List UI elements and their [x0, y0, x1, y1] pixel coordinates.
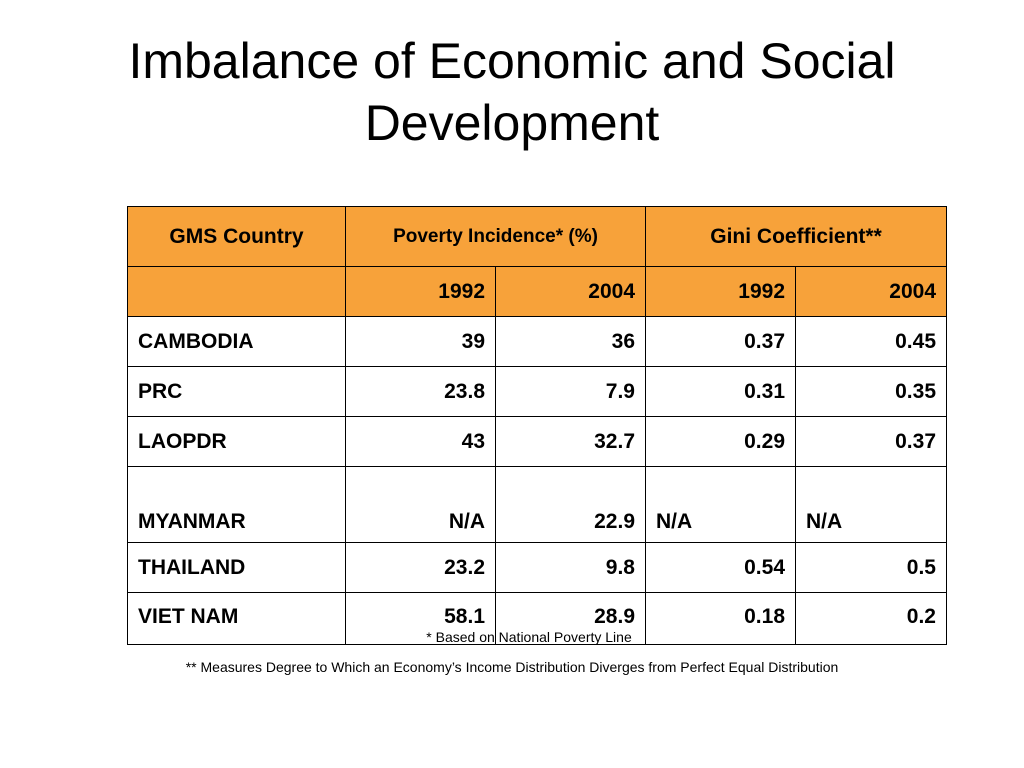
- table-row: CAMBODIA 39 36 0.37 0.45: [127, 316, 947, 367]
- cell-poverty-2004: 32.7: [495, 416, 646, 467]
- cell-country: PRC: [127, 366, 346, 417]
- cell-poverty-2004: 9.8: [495, 542, 646, 593]
- table-row: THAILAND 23.2 9.8 0.54 0.5: [127, 542, 947, 593]
- cell-poverty-1992: N/A: [345, 466, 496, 543]
- table-row: LAOPDR 43 32.7 0.29 0.37: [127, 416, 947, 467]
- cell-country: MYANMAR: [127, 466, 346, 543]
- slide-title-line-2: Development: [364, 95, 660, 151]
- cell-country: THAILAND: [127, 542, 346, 593]
- table-year-row: 1992 2004 1992 2004: [127, 266, 947, 317]
- cell-poverty-1992: 23.2: [345, 542, 496, 593]
- table-row: MYANMAR N/A 22.9 N/A N/A: [127, 466, 947, 543]
- table-row: VIET NAM 58.1 28.9 0.18 0.2: [127, 592, 947, 645]
- cell-gini-1992: 0.18: [645, 592, 796, 645]
- slide-title-line-1: Imbalance of Economic and Social: [128, 33, 896, 89]
- cell-country: VIET NAM: [127, 592, 346, 645]
- cell-gini-2004: 0.37: [795, 416, 947, 467]
- cell-gini-1992: 0.29: [645, 416, 796, 467]
- cell-gini-2004: 0.2: [795, 592, 947, 645]
- cell-gini-1992: 0.31: [645, 366, 796, 417]
- cell-country: CAMBODIA: [127, 316, 346, 367]
- header-year: 1992: [645, 266, 796, 317]
- cell-gini-1992: 0.37: [645, 316, 796, 367]
- slide-title: Imbalance of Economic and Social Develop…: [0, 30, 1024, 154]
- data-table: GMS Country Poverty Incidence* (%) Gini …: [127, 206, 947, 645]
- header-gini-coefficient: Gini Coefficient**: [645, 206, 947, 267]
- header-country: GMS Country: [127, 206, 346, 267]
- cell-gini-2004: 0.5: [795, 542, 947, 593]
- cell-gini-2004: 0.45: [795, 316, 947, 367]
- cell-country: LAOPDR: [127, 416, 346, 467]
- cell-gini-1992: N/A: [645, 466, 796, 543]
- cell-poverty-2004: 7.9: [495, 366, 646, 417]
- cell-poverty-1992: 39: [345, 316, 496, 367]
- cell-gini-2004: N/A: [795, 466, 947, 543]
- header-year: 1992: [345, 266, 496, 317]
- cell-gini-2004: 0.35: [795, 366, 947, 417]
- cell-poverty-2004: 36: [495, 316, 646, 367]
- cell-poverty-2004: 22.9: [495, 466, 646, 543]
- footnote-poverty-line: * Based on National Poverty Line: [426, 629, 632, 645]
- cell-poverty-1992: 58.1: [345, 592, 496, 645]
- header-year: 2004: [795, 266, 947, 317]
- cell-poverty-1992: 43: [345, 416, 496, 467]
- header-poverty-incidence: Poverty Incidence* (%): [345, 206, 646, 267]
- table-header-row: GMS Country Poverty Incidence* (%) Gini …: [127, 206, 947, 267]
- cell-poverty-1992: 23.8: [345, 366, 496, 417]
- header-year: 2004: [495, 266, 646, 317]
- table-row: PRC 23.8 7.9 0.31 0.35: [127, 366, 947, 417]
- footnote-gini-definition: ** Measures Degree to Which an Economy’s…: [185, 659, 839, 675]
- cell-gini-1992: 0.54: [645, 542, 796, 593]
- header-year-blank: [127, 266, 346, 317]
